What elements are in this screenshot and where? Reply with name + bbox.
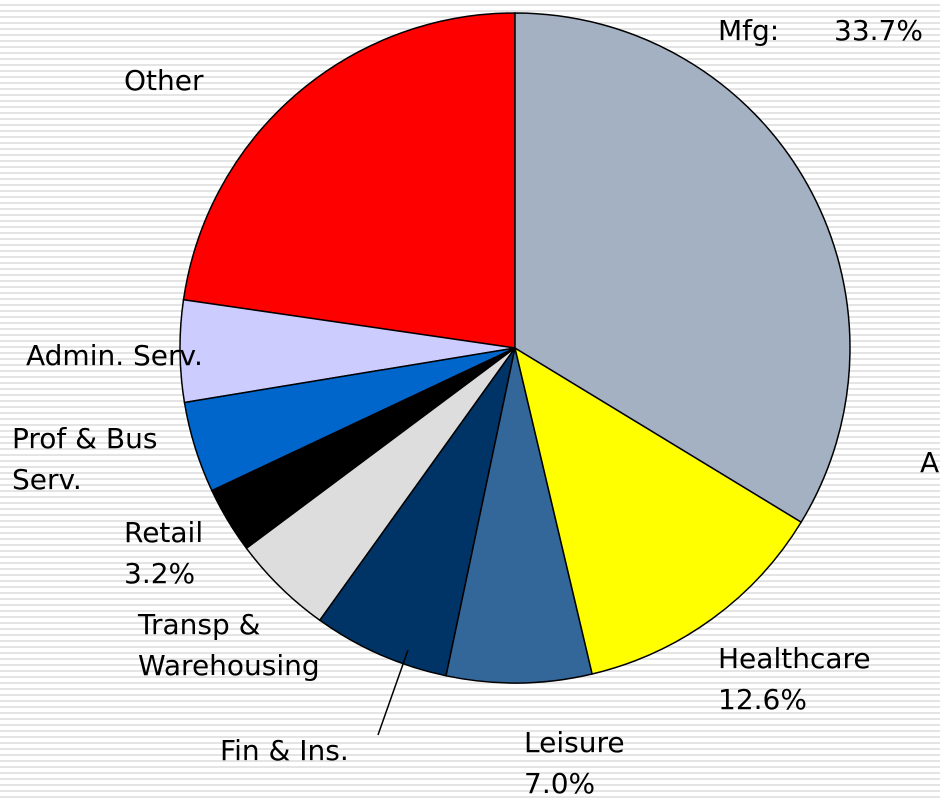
leader-line [377,649,409,736]
annotation: A [920,446,940,479]
slice-label: Mfg: [718,14,780,47]
slice-label: Healthcare [718,642,871,675]
slice-label: Transp & Warehousing [138,608,320,682]
slice-label: Prof & Bus Serv. [12,422,158,496]
slice-label: Retail [124,516,204,549]
value-label: 33.7% [834,14,923,47]
slice-label: Leisure [524,726,625,759]
slice-label: Other [124,64,204,97]
slice-label: Admin. Serv. [26,339,203,372]
pie-slice [182,12,516,349]
pie-slice [513,346,803,675]
slice-label: Fin & Ins. [220,734,349,767]
pie-slice [514,12,851,524]
pie-slice [318,347,516,677]
value-label: 7.0% [524,767,596,800]
value-label: 3.2% [124,557,196,590]
pie-slice [445,347,594,684]
value-label: 12.6% [718,683,807,716]
